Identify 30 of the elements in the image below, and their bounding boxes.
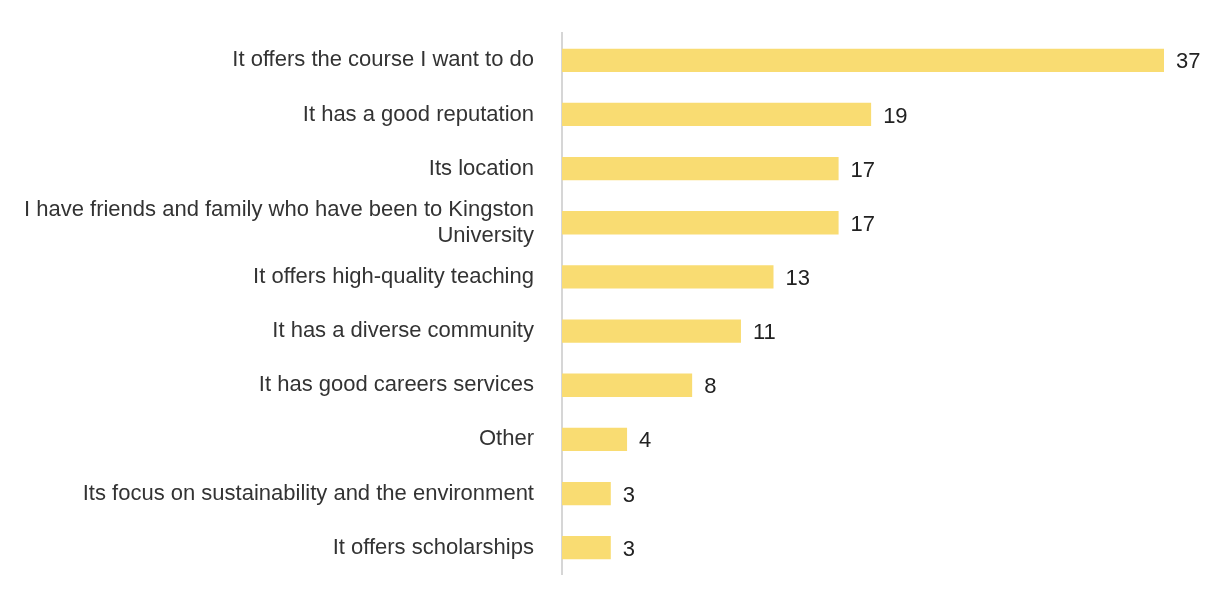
bar [561,481,611,506]
bar [561,211,839,235]
data-label: 4 [639,427,652,453]
bar [561,373,693,397]
bar [561,156,839,181]
bar [561,102,872,127]
bar [561,48,1164,72]
y-tick-label: Its focus on sustainability and the environment [82,479,534,505]
data-label: 17 [850,156,876,182]
data-label: 8 [704,373,717,399]
data-label: 37 [1176,48,1201,74]
data-label: 17 [850,210,876,236]
data-label: 13 [785,264,810,290]
data-label: 3 [622,481,636,507]
y-tick-label: It has a good reputation [302,100,534,126]
data-label: 11 [752,319,776,345]
y-tick-label: It offers the course I want to do [232,46,534,72]
bar [561,265,774,289]
y-tick-label: Other [478,425,534,451]
y-tick-label: It has good careers services [258,371,534,397]
bar [561,427,628,452]
data-label: 3 [622,535,636,561]
y-tick-label: It has a diverse community [272,317,534,343]
bar [561,536,611,560]
data-label: 19 [883,102,908,128]
y-tick-label: I have friends and family who have been to Kingston University [23,195,534,248]
y-tick-label: It offers scholarships [332,533,534,559]
y-tick-label: Its location [428,154,534,180]
y-tick-label: It offers high-quality teaching [253,262,534,288]
bar [561,319,741,343]
